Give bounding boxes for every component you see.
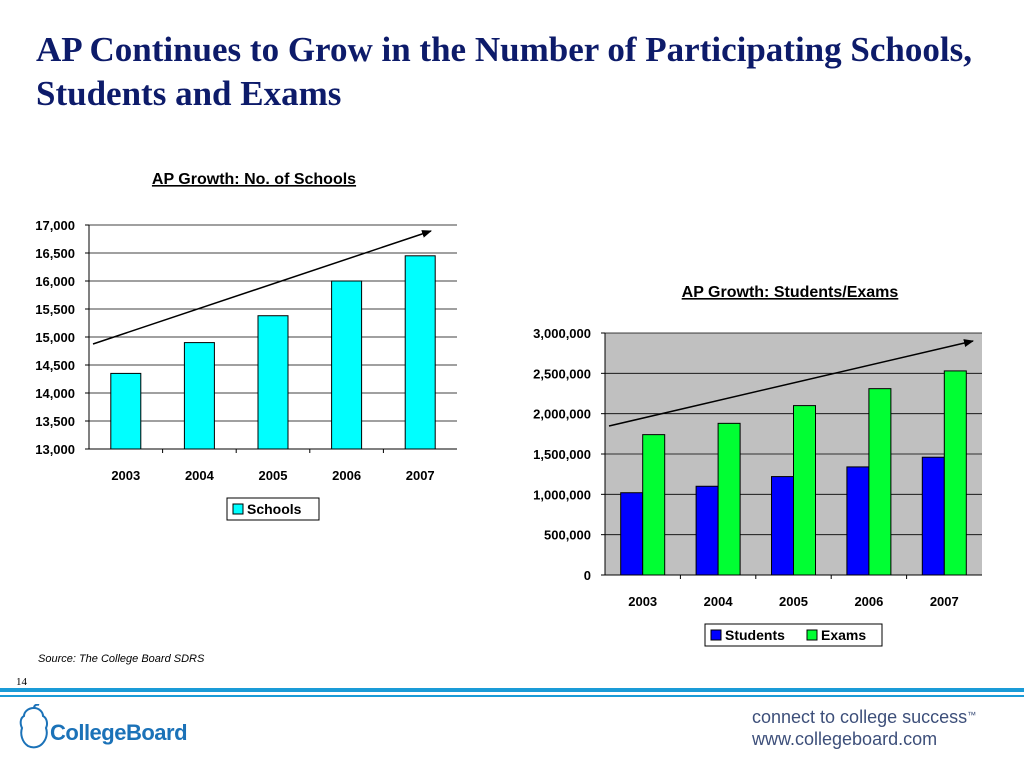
y-tick-label: 15,500 — [35, 302, 75, 317]
y-tick-label: 15,000 — [35, 330, 75, 345]
legend-label-schools: Schools — [247, 501, 302, 517]
x-tick-label: 2004 — [704, 594, 734, 609]
tagline-line-1: connect to college success™ — [752, 706, 976, 728]
y-tick-label: 500,000 — [544, 528, 591, 543]
footer-rule-bottom — [0, 695, 1024, 697]
legend-swatch-students — [710, 629, 722, 641]
bar-students-2005 — [771, 476, 794, 576]
charts-canvas: AP Growth: No. of Schools 13,000 13,500 14… — [35, 171, 982, 647]
bar-schools-2003 — [110, 372, 142, 450]
chart-students-y-ticks: 0 500,000 1,000,000 1,500,000 2,000,000 2,500… — [533, 326, 605, 583]
chart-students-trend-arrow — [608, 339, 974, 427]
bar-students-2004 — [695, 485, 719, 576]
legend-label-exams: Exams — [821, 627, 866, 643]
y-tick-label: 14,500 — [35, 358, 75, 373]
x-tick-label: 2005 — [259, 468, 288, 483]
y-tick-label: 2,500,000 — [533, 366, 591, 381]
bar-students-2006 — [846, 466, 870, 576]
bar-schools-2007 — [404, 255, 436, 450]
x-tick-label: 2007 — [930, 594, 959, 609]
y-tick-label: 2,000,000 — [533, 407, 591, 422]
bar-students-2007 — [921, 456, 945, 576]
chart-schools-trend-arrow — [92, 230, 432, 345]
chart-schools-x-ticks: 2003 2004 2005 2006 2007 — [111, 449, 435, 483]
chart-students-x-ticks: 2003 2004 2005 2006 2007 — [628, 575, 959, 609]
logo-wordmark: CollegeBoard — [50, 720, 188, 745]
chart-schools-bars — [110, 255, 436, 450]
chart-schools-y-ticks: 13,000 13,500 14,000 14,500 15,000 15,500 16,0… — [35, 218, 89, 457]
legend-swatch-schools — [232, 503, 244, 515]
chart-title-students-exams: AP Growth: Students/Exams — [682, 284, 899, 301]
x-tick-label: 2003 — [111, 468, 140, 483]
y-tick-label: 0 — [584, 568, 591, 583]
chart-students-exams: AP Growth: Students/Exams 0 500,000 1,000,… — [533, 284, 982, 647]
collegeboard-logo: CollegeBoard — [18, 704, 218, 754]
chart-students-bars — [620, 370, 967, 576]
x-tick-label: 2007 — [406, 468, 435, 483]
tagline: connect to college success™ www.collegeb… — [752, 706, 976, 750]
legend-label-students: Students — [725, 627, 785, 643]
slide-title: AP Continues to Grow in the Number of Pa… — [36, 30, 972, 113]
bar-schools-2006 — [331, 280, 363, 450]
bar-exams-2003 — [642, 434, 666, 576]
bar-students-2003 — [620, 492, 644, 576]
x-tick-label: 2003 — [628, 594, 657, 609]
x-tick-label: 2005 — [779, 594, 808, 609]
y-tick-label: 17,000 — [35, 218, 75, 233]
y-tick-label: 13,000 — [35, 442, 75, 457]
bar-exams-2006 — [868, 388, 892, 576]
x-tick-label: 2006 — [332, 468, 361, 483]
bar-schools-2005 — [257, 315, 289, 450]
acorn-logo-icon — [19, 704, 48, 749]
bar-exams-2007 — [943, 370, 967, 576]
chart-schools: AP Growth: No. of Schools 13,000 13,500 14… — [35, 171, 457, 521]
tagline-text: connect to college success — [752, 707, 968, 727]
footer-rule-top — [0, 688, 1024, 692]
y-tick-label: 16,000 — [35, 274, 75, 289]
legend-swatch-exams — [806, 629, 818, 641]
chart-title-schools: AP Growth: No. of Schools — [152, 171, 356, 188]
x-tick-label: 2004 — [185, 468, 215, 483]
bar-exams-2005 — [793, 405, 816, 576]
source-note: Source: The College Board SDRS — [38, 653, 205, 665]
x-tick-label: 2006 — [854, 594, 883, 609]
y-tick-label: 13,500 — [35, 414, 75, 429]
trademark-mark: ™ — [967, 710, 977, 720]
page-number: 14 — [16, 676, 27, 688]
chart-schools-legend: Schools — [226, 497, 320, 521]
y-tick-label: 3,000,000 — [533, 326, 591, 341]
bar-schools-2004 — [183, 342, 215, 450]
y-tick-label: 16,500 — [35, 246, 75, 261]
y-tick-label: 1,000,000 — [533, 487, 591, 502]
bar-exams-2004 — [717, 422, 741, 576]
y-tick-label: 14,000 — [35, 386, 75, 401]
y-tick-label: 1,500,000 — [533, 447, 591, 462]
chart-students-legend: Students Exams — [704, 623, 883, 647]
tagline-url: www.collegeboard.com — [752, 729, 938, 749]
